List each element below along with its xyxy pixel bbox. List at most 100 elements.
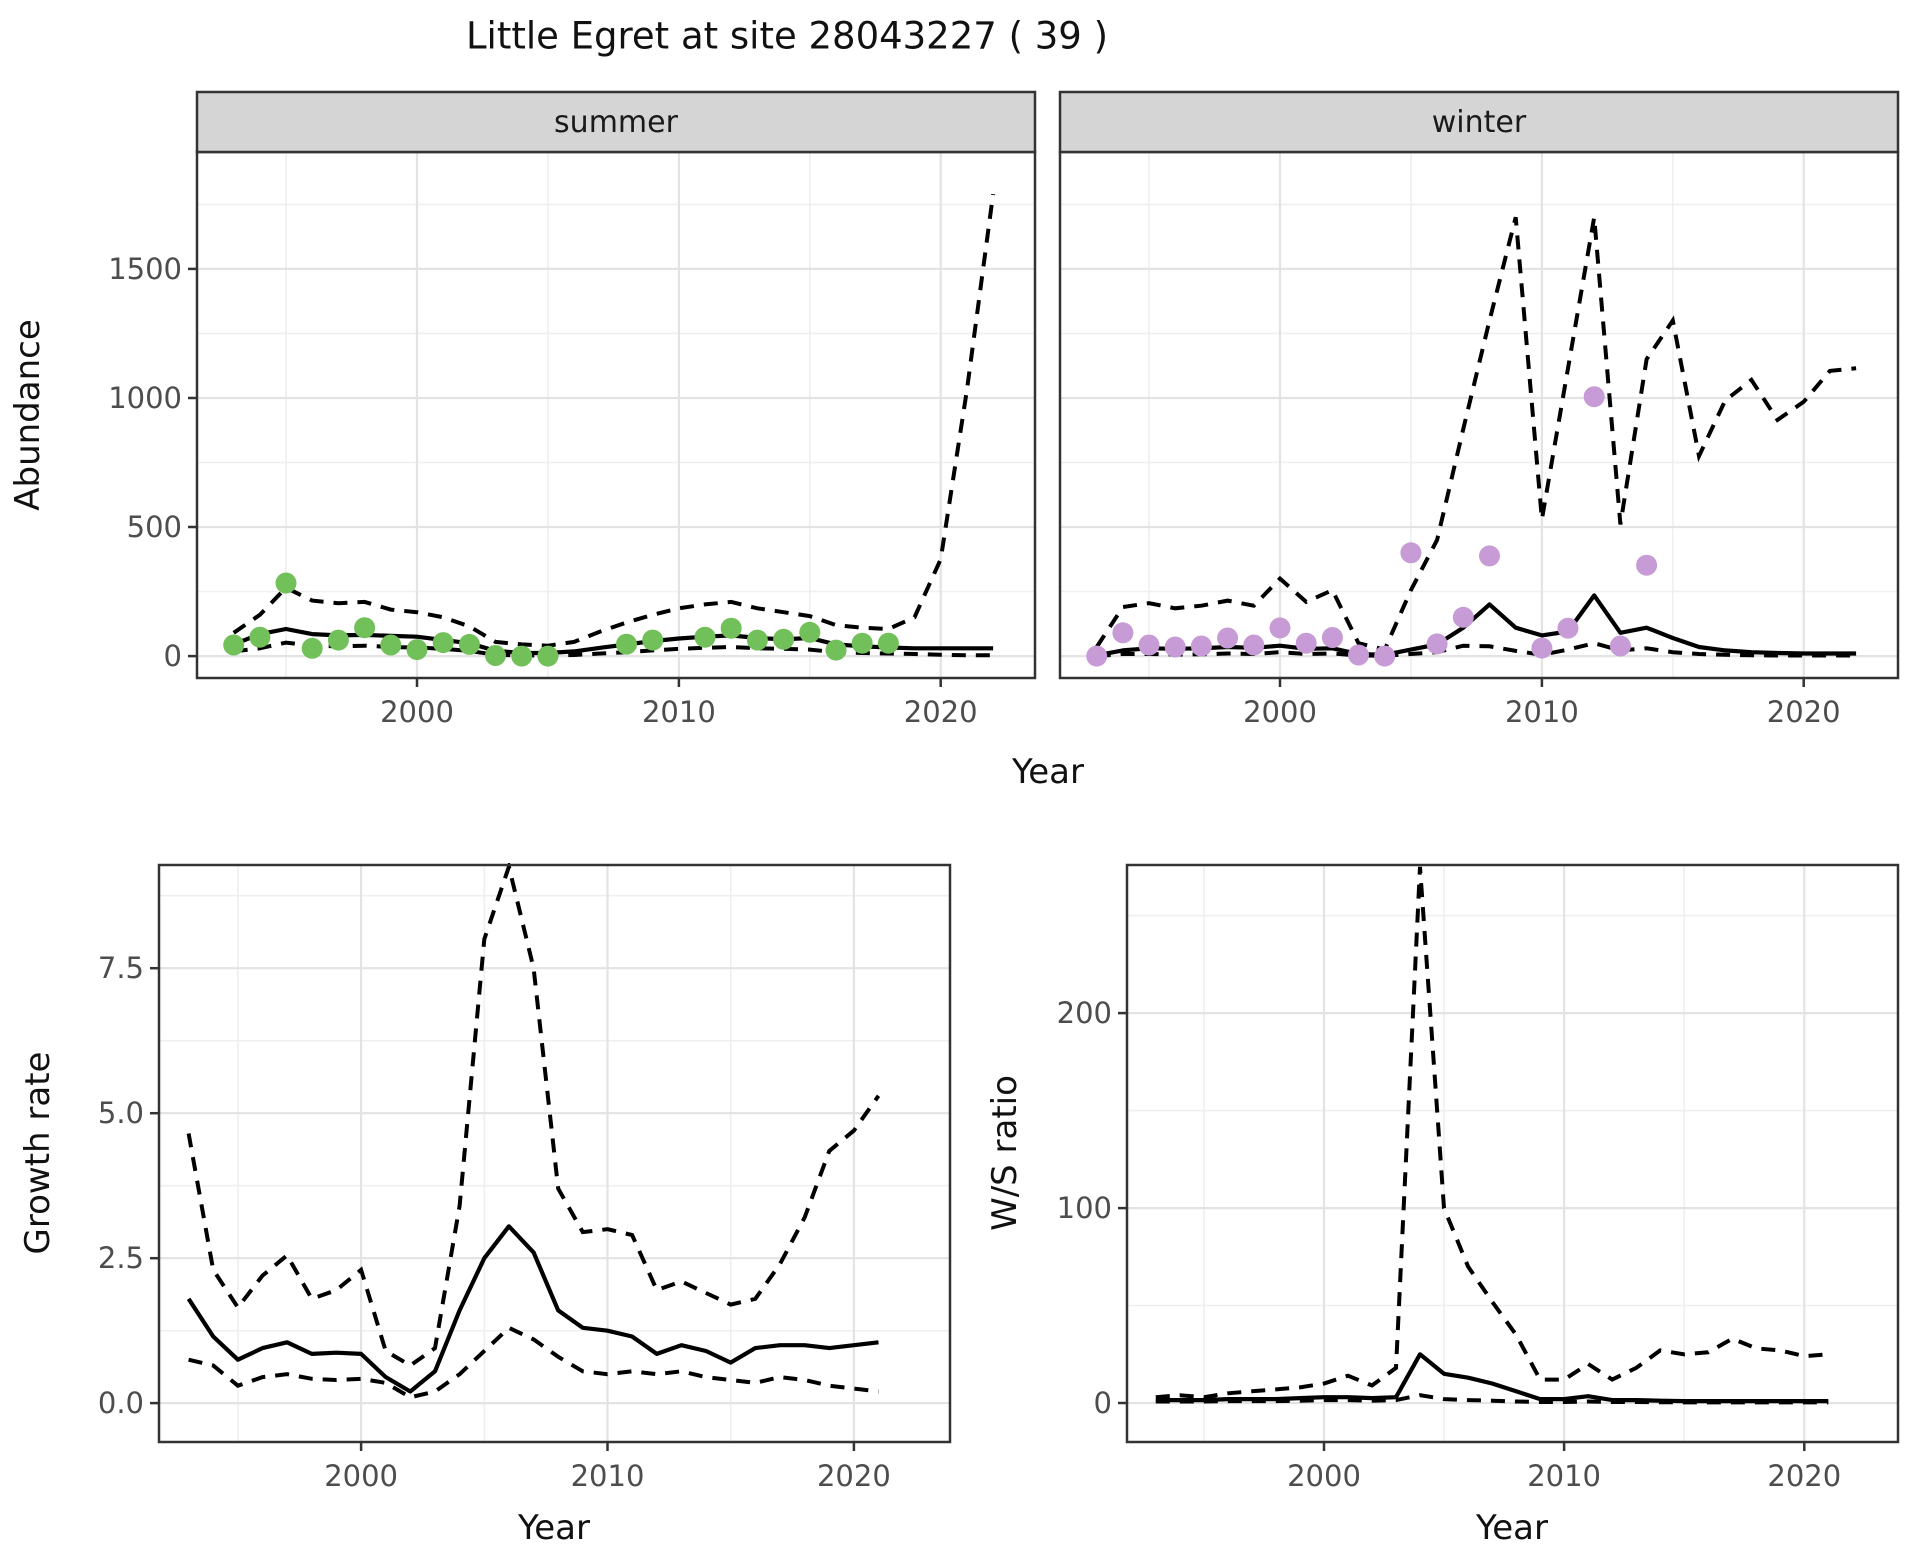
y-tick-label: 100 [1057, 1191, 1112, 1225]
ci-upper-line [232, 193, 996, 648]
ws-ratio-panel: 2000 2010 2020 0 100 200 [1057, 863, 1900, 1493]
ci-upper-line [186, 863, 881, 1368]
growth-rate-grid [159, 865, 950, 1442]
observed-point [1479, 545, 1500, 567]
observed-point [1138, 634, 1160, 656]
growth-rate-panel: 2000 2010 2020 0.0 2.5 5.0 7.5 [98, 863, 952, 1493]
facet-label-winter: winter [1432, 105, 1527, 140]
ci-lower-line [1096, 641, 1857, 659]
observed-point [537, 645, 559, 667]
observed-point [1112, 622, 1134, 644]
observed-point [1452, 606, 1474, 628]
facet-label-summer: summer [554, 105, 679, 140]
observed-point [485, 645, 506, 666]
observed-point [851, 632, 873, 654]
observed-point [1400, 542, 1422, 564]
abundance-summer-observed-points [223, 572, 899, 667]
x-tick-label: 2000 [1287, 1459, 1361, 1493]
ws-ratio-grid [1127, 865, 1898, 1442]
x-axis-title-growth-rate: Year [518, 1508, 590, 1548]
x-axis-title-top: Year [1012, 752, 1084, 792]
panel-border [1125, 863, 1900, 1444]
observed-point [1531, 637, 1553, 659]
observed-point [1164, 636, 1186, 658]
observed-point [327, 629, 349, 651]
x-tick-label: 2000 [1243, 695, 1317, 729]
observed-point [1086, 645, 1108, 667]
observed-point [301, 637, 323, 659]
abundance-summer-panel: summer 2000 2010 2020 0 500 1000 1500 [108, 90, 1037, 729]
y-tick-label: 2.5 [98, 1241, 144, 1275]
ci-lower-line [188, 1325, 879, 1400]
observed-point [1217, 627, 1239, 649]
x-tick-label: 2010 [1505, 695, 1579, 729]
observed-point [1426, 633, 1448, 655]
observed-point [720, 617, 742, 639]
fit-line [1155, 1352, 1829, 1404]
observed-point [1295, 632, 1317, 654]
y-tick-label: 0.0 [98, 1386, 144, 1420]
observed-point [354, 617, 376, 639]
abundance-summer-grid [197, 152, 1035, 678]
observed-point [223, 634, 245, 656]
observed-point [1609, 635, 1631, 657]
y-tick-label: 7.5 [98, 951, 144, 985]
panel-border [1058, 150, 1900, 680]
x-tick-label: 2000 [324, 1459, 398, 1493]
x-tick-label: 2020 [904, 695, 978, 729]
observed-point [825, 639, 847, 661]
abundance-summer-data [223, 193, 996, 667]
observed-point [877, 632, 899, 654]
x-tick-label: 2020 [817, 1459, 891, 1493]
observed-point [432, 632, 454, 654]
observed-point [1374, 645, 1396, 667]
panel-border [195, 150, 1037, 680]
x-tick-label: 2010 [642, 695, 716, 729]
observed-point [249, 626, 271, 648]
x-tick-label: 2020 [1767, 695, 1841, 729]
x-tick-label: 2000 [380, 695, 454, 729]
chart-title: Little Egret at site 28043227 ( 39 ) [465, 14, 1109, 58]
ws-ratio-data [1155, 866, 1829, 1405]
observed-point [799, 621, 821, 643]
x-tick-label: 2010 [571, 1459, 645, 1493]
observed-point [642, 629, 664, 651]
observed-point [1636, 554, 1658, 576]
observed-point [406, 639, 428, 661]
observed-point [1321, 627, 1343, 648]
observed-point [458, 633, 480, 655]
y-tick-label: 1500 [108, 252, 182, 286]
facet-strip [195, 90, 1037, 154]
observed-point [1348, 644, 1369, 666]
ci-upper-line [1155, 866, 1829, 1400]
observed-point [511, 645, 533, 667]
abundance-winter-grid [1060, 152, 1898, 678]
observed-point [1557, 617, 1579, 639]
observed-point [1583, 386, 1605, 408]
y-tick-label: 200 [1057, 996, 1112, 1030]
observed-point [746, 629, 768, 651]
x-tick-label: 2010 [1527, 1459, 1601, 1493]
y-tick-label: 0 [1094, 1386, 1112, 1420]
observed-point [380, 634, 402, 656]
panel-border [157, 863, 952, 1444]
abundance-winter-data [1086, 216, 1857, 667]
observed-point [1269, 617, 1291, 639]
y-tick-label: 0 [164, 639, 182, 673]
y-tick-label: 500 [127, 510, 182, 544]
observed-point [1243, 634, 1265, 656]
observed-point [1190, 635, 1212, 657]
observed-point [773, 628, 795, 650]
abundance-winter-observed-points [1086, 386, 1658, 667]
ci-upper-line [1095, 216, 1857, 652]
facet-strip [1058, 90, 1900, 154]
x-tick-label: 2020 [1767, 1459, 1841, 1493]
y-tick-label: 5.0 [98, 1096, 144, 1130]
observed-point [694, 626, 716, 648]
observed-point [275, 572, 297, 594]
fit-line [186, 1224, 879, 1394]
ci-lower-line [233, 640, 994, 658]
growth-rate-data [186, 863, 881, 1400]
